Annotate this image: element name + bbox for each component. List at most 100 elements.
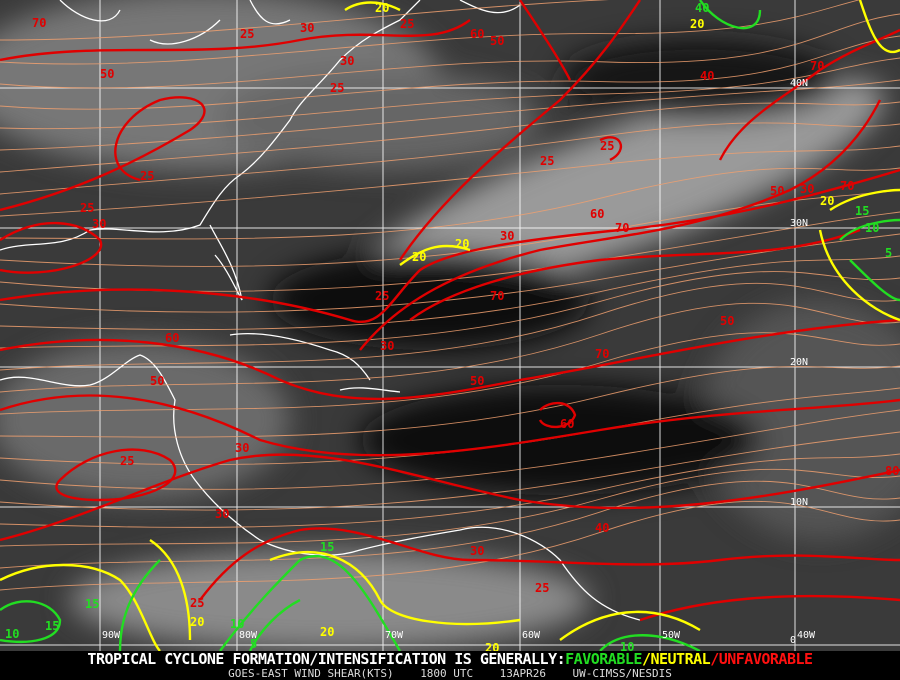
contour-label: 25 <box>190 596 204 610</box>
contour-label: 60 <box>165 331 179 345</box>
contour-label: 50 <box>720 314 734 328</box>
latitude-label: 40N <box>790 78 808 89</box>
contour-label: 60 <box>590 207 604 221</box>
contour-label: 70 <box>32 16 46 30</box>
streamline <box>0 79 900 151</box>
contour-label: 30 <box>470 544 484 558</box>
map-footer: TROPICAL CYCLONE FORMATION/INTENSIFICATI… <box>0 651 900 680</box>
contour-label: 50 <box>490 34 504 48</box>
streamline <box>0 302 900 393</box>
contour-label: 25 <box>330 81 344 95</box>
streamline <box>0 255 900 330</box>
contour-label: 10 <box>5 627 19 641</box>
contour-label: 10 <box>620 640 634 651</box>
contour-label: 25 <box>540 154 554 168</box>
contour-label: 20 <box>485 641 499 651</box>
contour-label: 15 <box>45 619 59 633</box>
latitude-label: 10N <box>790 497 808 508</box>
coastlines <box>0 0 641 621</box>
contour-label: 30 <box>340 54 354 68</box>
streamline <box>0 480 900 569</box>
contour-label: 10 <box>865 221 879 235</box>
shear-contours <box>0 0 900 651</box>
streamline <box>0 409 900 490</box>
favorable-contours <box>0 0 900 651</box>
contour-label: 20 <box>455 237 469 251</box>
latitude-label: 0 <box>790 635 796 646</box>
valid-time: 1800 UTC <box>420 667 474 680</box>
contour-label: 50 <box>470 374 484 388</box>
streamline <box>0 431 900 511</box>
map-canvas: 7025503025252525302525705060302530707050… <box>0 0 900 651</box>
contour-label: 20 <box>412 250 426 264</box>
contour-label: 25 <box>375 289 389 303</box>
streamline <box>0 453 900 528</box>
streamline <box>0 0 861 65</box>
contour-label: 60 <box>470 27 484 41</box>
favorability-legend: TROPICAL CYCLONE FORMATION/INTENSIFICATI… <box>0 651 900 668</box>
contour-label: 80 <box>885 464 899 478</box>
streamline <box>0 233 900 313</box>
contour-label: 20 <box>320 625 334 639</box>
product-name: GOES-EAST WIND SHEAR(KTS) <box>228 667 394 680</box>
contour-label: 25 <box>120 454 134 468</box>
contour-label: 20 <box>690 17 704 31</box>
streamline <box>0 145 900 217</box>
streamline <box>0 13 900 89</box>
contour-label: 30 <box>92 217 106 231</box>
legend-favorable: FAVORABLE <box>565 650 642 668</box>
legend-separator: / <box>641 650 651 668</box>
contour-label: 30 <box>800 182 814 196</box>
contour-label: 70 <box>840 179 854 193</box>
contour-label: 30 <box>215 507 229 521</box>
streamline <box>0 101 900 173</box>
contour-label: 30 <box>300 21 314 35</box>
streamline <box>0 122 900 195</box>
neutral-contours <box>0 0 900 651</box>
contour-label: 20 <box>190 615 204 629</box>
contour-label: 60 <box>560 417 574 431</box>
contour-label: 70 <box>615 221 629 235</box>
contour-label: 15 <box>320 540 334 554</box>
contour-label: 30 <box>500 229 514 243</box>
streamline <box>0 500 900 591</box>
contour-label: 30 <box>235 441 249 455</box>
contour-label: 15 <box>855 204 869 218</box>
streamline <box>0 57 900 130</box>
contour-label: 25 <box>80 201 94 215</box>
contour-label: 25 <box>535 581 549 595</box>
longitude-label: 70W <box>385 630 404 641</box>
contour-label: 50 <box>150 374 164 388</box>
streamline <box>0 189 900 267</box>
legend-unfavorable: UNFAVORABLE <box>718 650 813 668</box>
streamline <box>0 282 900 371</box>
latitude-label: 30N <box>790 218 808 229</box>
contour-label: 70 <box>490 289 504 303</box>
streamline <box>0 0 609 41</box>
streamline <box>0 35 900 110</box>
contour-label: 30 <box>380 339 394 353</box>
contour-label: 5 <box>250 637 257 651</box>
streamlines <box>0 0 900 591</box>
contour-label: 50 <box>100 67 114 81</box>
contour-label: 25 <box>240 27 254 41</box>
headline-text: TROPICAL CYCLONE FORMATION/INTENSIFICATI… <box>87 650 566 668</box>
valid-date: 13APR26 <box>499 667 547 680</box>
longitude-label: 90W <box>102 630 121 641</box>
contour-label: 50 <box>770 184 784 198</box>
contour-label: 25 <box>400 17 414 31</box>
contour-label: 15 <box>85 597 99 611</box>
contour-label: 10 <box>230 617 244 631</box>
latitude-label: 20N <box>790 357 808 368</box>
data-source: UW-CIMSS/NESDIS <box>572 667 672 680</box>
longitude-label: 80W <box>239 630 258 641</box>
contour-label: 20 <box>820 194 834 208</box>
contour-label: 40 <box>695 1 709 15</box>
contour-label: 5 <box>885 246 892 260</box>
contour-labels: 7025503025252525302525705060302530707050… <box>5 1 899 651</box>
contour-label: 25 <box>600 139 614 153</box>
legend-neutral: NEUTRAL <box>650 650 711 668</box>
longitude-label: 60W <box>522 630 541 641</box>
contour-label: 70 <box>595 347 609 361</box>
